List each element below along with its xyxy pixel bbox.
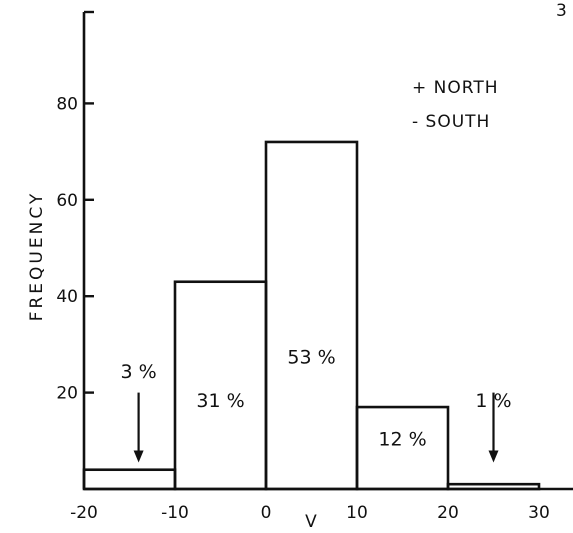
- x-tick-label: -20: [70, 503, 98, 523]
- y-axis-label: FREQUENCY: [27, 191, 47, 322]
- arrow-head: [133, 450, 144, 463]
- percent-label: 3 %: [121, 361, 157, 383]
- histogram-bar: [264, 140, 359, 491]
- y-tick-label: 20: [56, 384, 78, 404]
- legend-entry-south: - SOUTH: [412, 112, 490, 132]
- x-axis-ticks: -20 -10 0 10 20 30: [70, 503, 550, 523]
- x-tick-label: 30: [528, 503, 550, 523]
- x-tick-label: 10: [346, 503, 368, 523]
- legend-entry-north: + NORTH: [412, 78, 499, 98]
- annotation-arrows: [133, 392, 499, 463]
- x-tick-label: 20: [437, 503, 459, 523]
- y-tick-label: 80: [56, 94, 78, 114]
- percent-label: 31 %: [196, 390, 244, 412]
- legend: + NORTH - SOUTH: [412, 78, 499, 132]
- axes: [82, 12, 573, 491]
- y-tick-label: 40: [56, 287, 78, 307]
- x-tick-label: 0: [261, 503, 272, 523]
- percent-label: 53 %: [287, 347, 335, 369]
- corner-mark: 3: [556, 1, 567, 21]
- y-tick-label: 60: [56, 191, 78, 211]
- x-tick-label: -10: [161, 503, 189, 523]
- histogram-bar: [82, 468, 177, 491]
- arrow-head: [488, 450, 499, 463]
- histogram-bar: [446, 482, 541, 491]
- y-axis-ticks: 20 40 60 80: [56, 10, 94, 404]
- percent-label: 12 %: [378, 429, 426, 451]
- histogram-bar: [355, 405, 450, 491]
- percent-labels: 3 %31 %53 %12 %1 %: [121, 347, 512, 451]
- x-axis-label: V: [305, 512, 317, 532]
- histogram-bars: [82, 140, 541, 491]
- histogram-bar: [173, 280, 268, 491]
